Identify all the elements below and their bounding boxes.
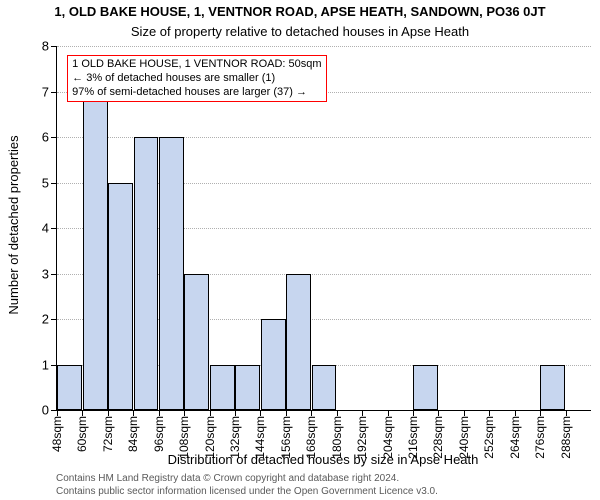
y-tick-label: 2 [42, 312, 49, 327]
histogram-bar [210, 365, 235, 411]
footer-line: Contains public sector information licen… [56, 486, 590, 499]
y-tick-label: 0 [42, 403, 49, 418]
histogram-bar [413, 365, 438, 411]
y-tick [51, 183, 57, 184]
y-tick [51, 46, 57, 47]
y-tick [51, 92, 57, 93]
footer-attribution: Contains HM Land Registry data © Crown c… [56, 473, 590, 498]
y-tick-label: 8 [42, 39, 49, 54]
annotation-line: 97% of semi-detached houses are larger (… [72, 86, 321, 100]
histogram-bar [235, 365, 260, 411]
gridline [57, 46, 591, 47]
x-tick-label: 84sqm [126, 416, 140, 452]
y-tick-label: 5 [42, 175, 49, 190]
x-tick-label: 96sqm [152, 416, 166, 452]
y-axis-label: Number of detached properties [6, 20, 21, 430]
histogram-bar [159, 137, 184, 410]
y-tick [51, 137, 57, 138]
histogram-bar [540, 365, 565, 411]
annotation-line: 1 OLD BAKE HOUSE, 1 VENTNOR ROAD: 50sqm [72, 58, 321, 72]
plot-area: 01234567848sqm60sqm72sqm84sqm96sqm108sqm… [56, 46, 591, 411]
y-tick [51, 365, 57, 366]
x-tick-label: 60sqm [75, 416, 89, 452]
histogram-bar [83, 92, 108, 411]
x-tick-label: 72sqm [101, 416, 115, 452]
histogram-bar [184, 274, 209, 411]
y-tick-label: 3 [42, 266, 49, 281]
histogram-bar [312, 365, 337, 411]
y-tick [51, 274, 57, 275]
y-tick [51, 319, 57, 320]
chart-title-line2: Size of property relative to detached ho… [0, 24, 600, 39]
chart-title-line1: 1, OLD BAKE HOUSE, 1, VENTNOR ROAD, APSE… [0, 4, 600, 19]
x-axis-label: Distribution of detached houses by size … [56, 452, 590, 467]
y-tick [51, 228, 57, 229]
x-tick-label: 48sqm [50, 416, 64, 452]
histogram-bar [134, 137, 159, 410]
y-tick-label: 4 [42, 221, 49, 236]
annotation-line: ← 3% of detached houses are smaller (1) [72, 72, 321, 86]
y-tick-label: 1 [42, 357, 49, 372]
histogram-bar [286, 274, 311, 411]
footer-line: Contains HM Land Registry data © Crown c… [56, 473, 590, 486]
histogram-bar [108, 183, 133, 411]
histogram-bar [57, 365, 82, 411]
annotation-box: 1 OLD BAKE HOUSE, 1 VENTNOR ROAD: 50sqm←… [67, 55, 326, 102]
y-tick-label: 6 [42, 130, 49, 145]
histogram-bar [261, 319, 286, 410]
y-tick-label: 7 [42, 84, 49, 99]
